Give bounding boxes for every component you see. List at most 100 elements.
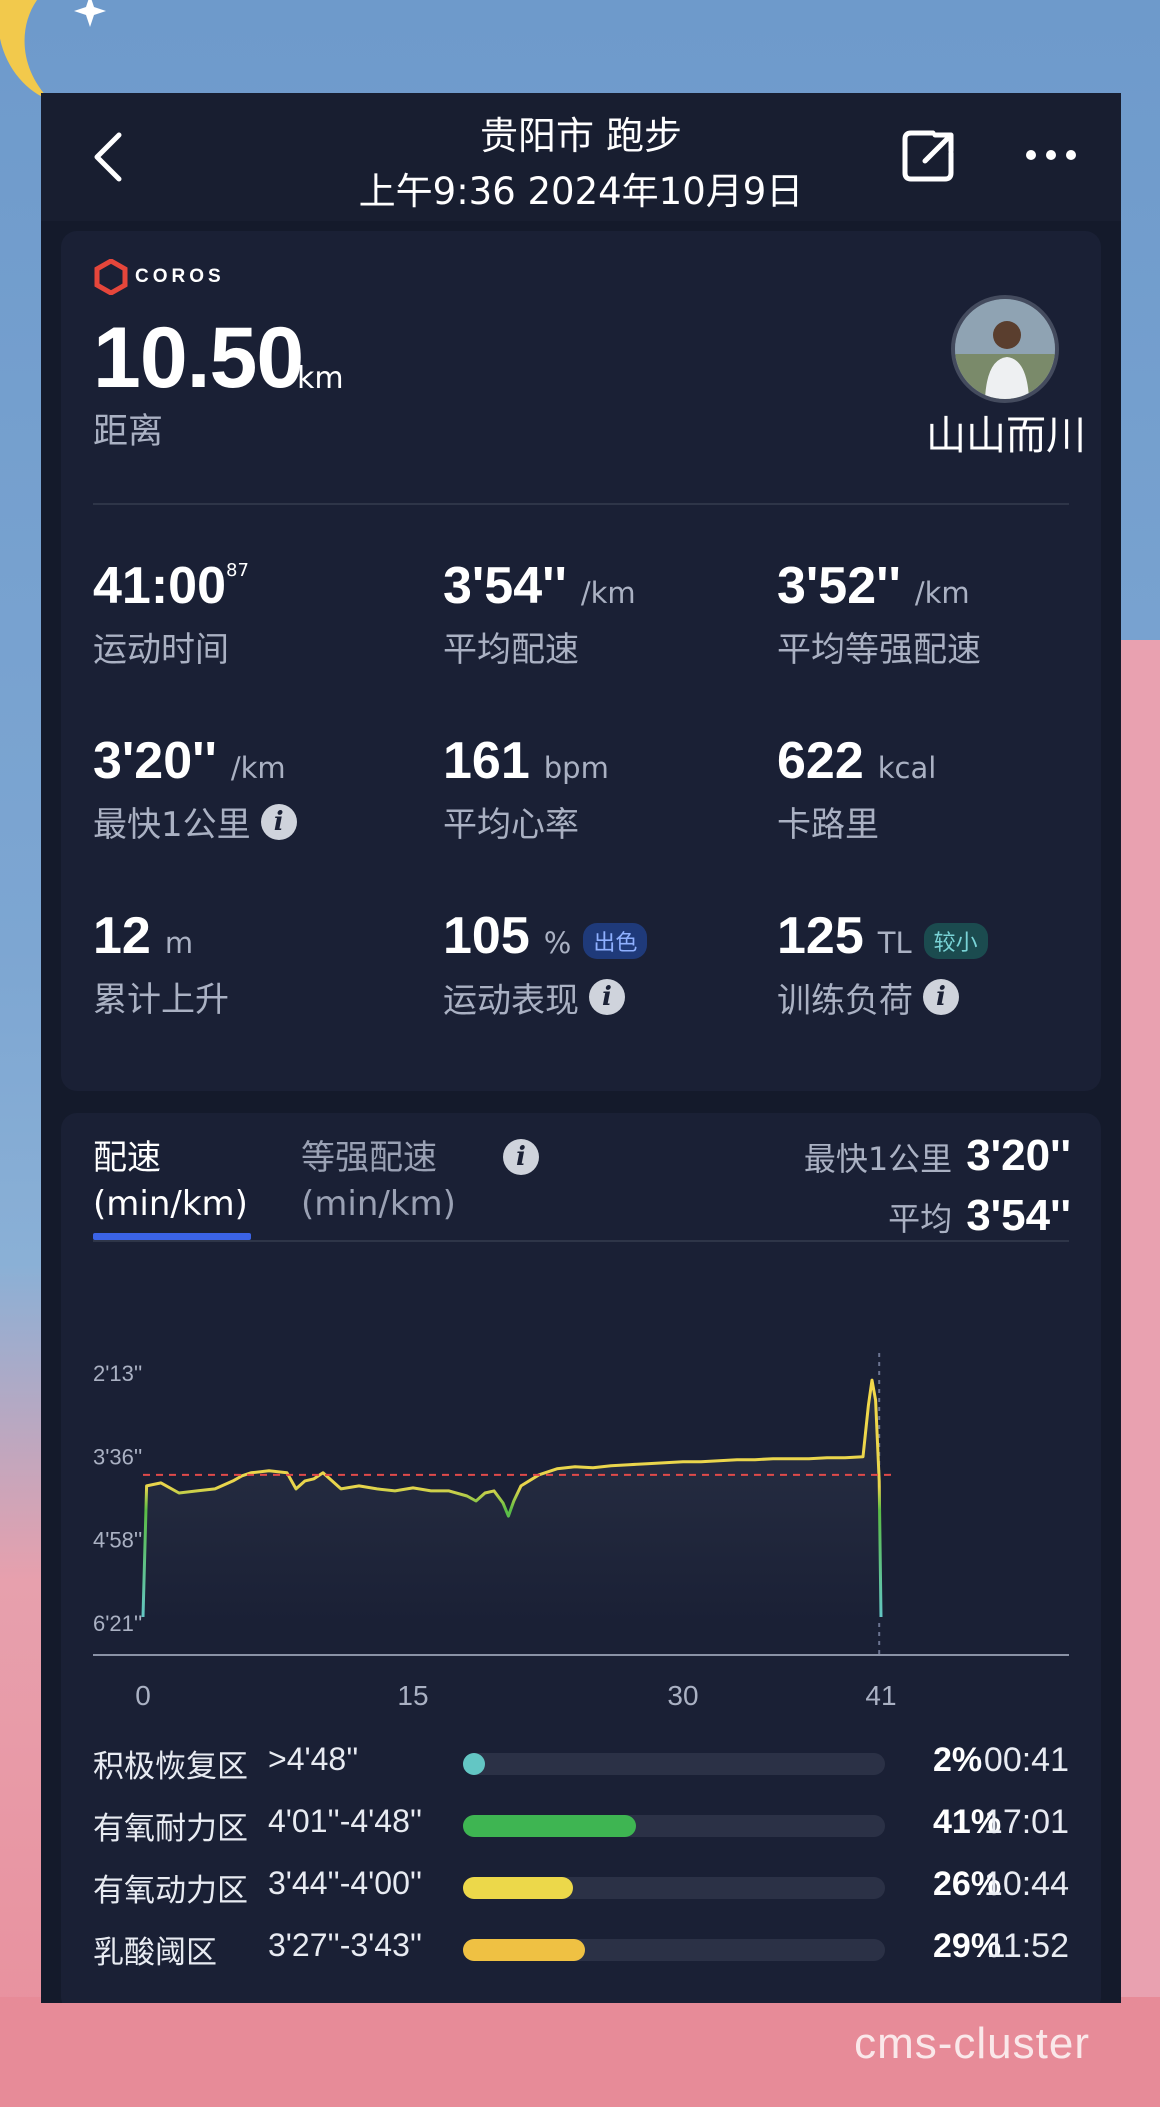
x-tick-label: 0 <box>135 1680 151 1711</box>
zone-percent: 41% <box>933 1803 1002 1841</box>
stat-avg-grade-adjusted-pace: 3'52'' /km 平均等强配速 <box>777 556 981 671</box>
y-tick-label: 6'21'' <box>93 1611 142 1636</box>
share-icon[interactable] <box>899 127 957 185</box>
more-options-icon[interactable] <box>1024 145 1078 165</box>
zone-time: 17:01 <box>983 1803 1069 1841</box>
stat-value: 3'20'' <box>93 732 217 790</box>
distance-unit: km <box>297 361 344 396</box>
stat-value-hundredths: 87 <box>226 560 249 581</box>
activity-datetime: 上午9:36 2024年10月9日 <box>358 170 804 213</box>
brand-name: COROS <box>135 266 225 287</box>
zone-bar-fill <box>463 1877 573 1899</box>
stat-value: 622 <box>777 732 864 790</box>
stat-label: 平均配速 <box>443 630 579 670</box>
pace-card: 配速 (min/km) 等强配速 (min/km) i 最快1公里 3'20'' … <box>61 1113 1101 2003</box>
stat-value: 3'52'' <box>777 557 901 615</box>
tab-gap-unit: (min/km) <box>301 1184 456 1224</box>
stat-label: 平均心率 <box>443 805 579 845</box>
stat-label: 运动表现 <box>443 980 579 1021</box>
zone-bar-track <box>463 1939 885 1961</box>
zone-time: 00:41 <box>983 1741 1069 1779</box>
stat-value: 105 <box>443 907 530 965</box>
stat-label-row: 运动表现 i <box>443 973 647 1022</box>
zone-range: 4'01''-4'48'' <box>268 1803 423 1839</box>
stat-duration: 41:0087 运动时间 <box>93 556 249 671</box>
stat-unit: m <box>164 926 194 960</box>
pace-chart[interactable]: 2'13'' 3'36'' 4'58'' 6'21'' 0 15 30 41 <box>61 1243 1101 1733</box>
stat-calories: 622 kcal 卡路里 <box>777 731 936 846</box>
stat-label: 累计上升 <box>93 980 229 1020</box>
average-pace-summary: 平均 3'54'' <box>888 1191 1071 1241</box>
back-arrow-icon[interactable] <box>89 129 129 185</box>
zone-name: 乳酸阈区 <box>93 1935 217 1971</box>
stat-label: 最快1公里 <box>93 805 251 845</box>
stat-label: 训练负荷 <box>777 980 913 1021</box>
username: 山山而川 <box>926 413 1086 459</box>
fastest-label: 最快1公里 <box>803 1140 953 1178</box>
performance-badge: 出色 <box>583 922 648 959</box>
x-tick-label: 15 <box>397 1680 428 1711</box>
pace-area <box>143 1380 881 1623</box>
y-tick-label: 4'58'' <box>93 1528 142 1553</box>
x-tick-label: 30 <box>667 1680 698 1711</box>
avg-label: 平均 <box>888 1200 953 1238</box>
stat-label-row: 训练负荷 i <box>777 973 988 1022</box>
tab-pace[interactable]: 配速 (min/km) <box>93 1135 248 1227</box>
zone-bar-fill <box>463 1939 586 1961</box>
stat-label: 卡路里 <box>777 805 879 845</box>
top-bar: 贵阳市 跑步 上午9:36 2024年10月9日 <box>41 93 1121 221</box>
active-tab-indicator <box>93 1233 251 1240</box>
stat-unit: TL <box>877 926 912 960</box>
info-icon[interactable]: i <box>503 1139 539 1175</box>
background-pink-bottom <box>0 1997 1160 2107</box>
pace-line <box>141 1378 883 1618</box>
tab-gap-label: 等强配速 <box>301 1138 437 1178</box>
stat-unit: bpm <box>543 751 609 785</box>
zone-range: >4'48'' <box>268 1741 359 1777</box>
stat-unit: /km <box>914 576 970 610</box>
stat-unit: % <box>543 926 572 960</box>
zone-range: 3'44''-4'00'' <box>268 1865 423 1901</box>
fastest-value: 3'20'' <box>966 1131 1071 1180</box>
distance-value: 10.50 <box>93 310 304 406</box>
zone-bar-track <box>463 1753 885 1775</box>
tab-pace-label: 配速 <box>93 1138 161 1178</box>
tabs-divider <box>93 1240 1069 1242</box>
moon-icon <box>0 0 106 100</box>
zone-time: 10:44 <box>983 1865 1069 1903</box>
coros-logo-icon <box>94 259 128 295</box>
stat-value: 12 <box>93 907 151 965</box>
stat-label-row: 最快1公里 i <box>93 797 297 846</box>
avatar[interactable] <box>951 295 1059 403</box>
zone-time: 11:52 <box>986 1927 1069 1965</box>
stat-unit: /km <box>580 576 636 610</box>
activity-title: 贵阳市 跑步 <box>479 114 683 158</box>
info-icon[interactable]: i <box>589 979 625 1015</box>
stat-avg-pace: 3'54'' /km 平均配速 <box>443 556 636 671</box>
zone-row: 积极恢复区 >4'48'' 2% 00:41 <box>93 1733 1069 1793</box>
y-tick-label: 2'13'' <box>93 1361 142 1386</box>
stat-elevation-gain: 12 m 累计上升 <box>93 906 229 1021</box>
watermark: cms-cluster <box>854 2019 1090 2068</box>
zone-percent: 26% <box>933 1865 1002 1903</box>
stat-avg-heart-rate: 161 bpm 平均心率 <box>443 731 609 846</box>
activity-screen: 贵阳市 跑步 上午9:36 2024年10月9日 COROS 10.50 km … <box>41 93 1121 2003</box>
stat-unit: kcal <box>877 751 937 785</box>
stat-performance: 105% 出色 运动表现 i <box>443 906 648 1022</box>
zone-range: 3'27''-3'43'' <box>268 1927 423 1963</box>
fastest-km-summary: 最快1公里 3'20'' <box>804 1131 1071 1181</box>
stat-unit: /km <box>230 751 286 785</box>
info-icon[interactable]: i <box>260 803 297 840</box>
stat-value: 3'54'' <box>443 557 567 615</box>
zone-row: 有氧耐力区 4'01''-4'48'' 41% 17:01 <box>93 1795 1069 1855</box>
info-icon[interactable]: i <box>923 979 959 1015</box>
avatar-image <box>955 299 1055 399</box>
tab-grade-adjusted-pace[interactable]: 等强配速 (min/km) <box>301 1135 456 1227</box>
zone-row: 乳酸阈区 3'27''-3'43'' 29% 11:52 <box>93 1919 1069 1979</box>
distance-label: 距离 <box>93 412 164 452</box>
stat-training-load: 125 TL 较小 训练负荷 i <box>777 906 988 1022</box>
stat-fastest-km: 3'20'' /km 最快1公里 i <box>93 731 297 846</box>
summary-card: COROS 10.50 km 距离 山山而川 41:0087 运动时间 3'54… <box>61 231 1101 1091</box>
y-tick-label: 3'36'' <box>93 1444 142 1469</box>
zone-bar-track <box>463 1877 885 1899</box>
